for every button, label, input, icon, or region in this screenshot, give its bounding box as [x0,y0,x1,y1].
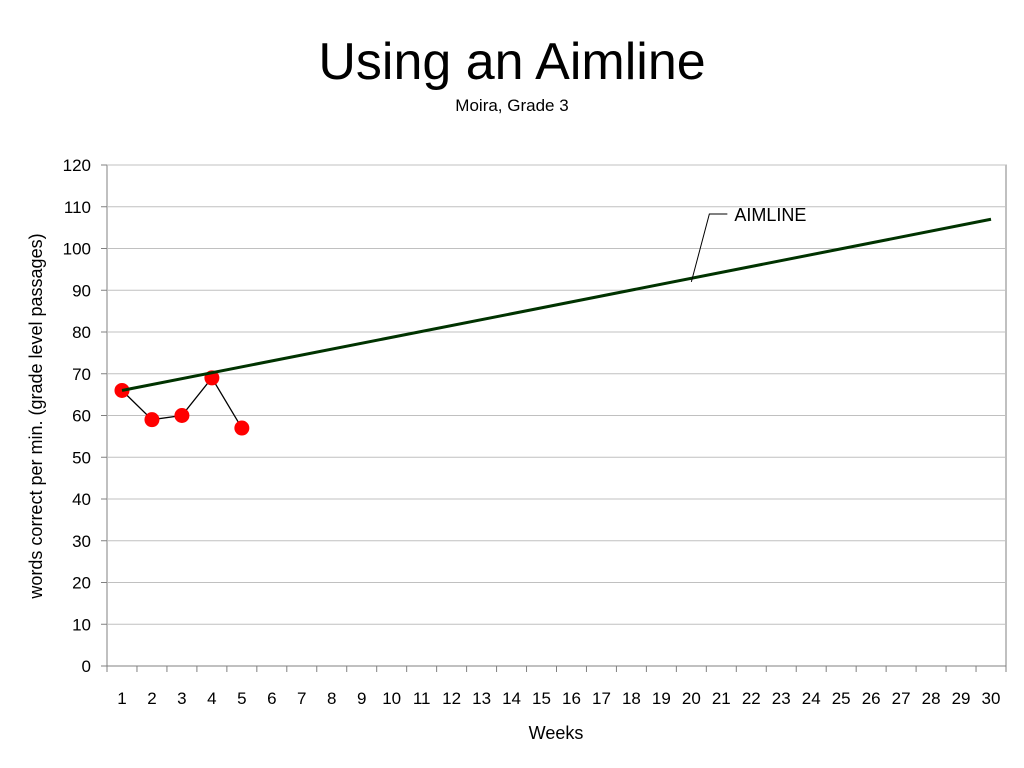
x-tick-label: 9 [357,689,366,708]
y-tick-label: 70 [72,365,91,384]
x-tick-label: 24 [802,689,821,708]
x-tick-label: 4 [207,689,216,708]
y-tick-label: 20 [72,574,91,593]
y-tick-label: 10 [72,615,91,634]
x-tick-label: 29 [952,689,971,708]
y-tick-label: 100 [63,240,91,259]
x-tick-label: 14 [502,689,521,708]
annotation-label: AIMLINE [734,205,806,225]
x-tick-label: 15 [532,689,551,708]
x-tick-label: 19 [652,689,671,708]
x-tick-label: 8 [327,689,336,708]
y-tick-label: 30 [72,532,91,551]
annotation-leader-line [690,213,728,283]
aimline [121,217,992,392]
x-tick-label: 13 [472,689,491,708]
y-tick-label: 120 [63,156,91,175]
data-point [144,412,160,428]
x-axis-label: Weeks [529,723,584,743]
x-tick-label: 6 [267,689,276,708]
x-tick-label: 12 [442,689,461,708]
data-point [234,420,250,436]
chart-subtitle: Moira, Grade 3 [455,96,569,115]
x-tick-label: 20 [682,689,701,708]
annotation-layer: AIMLINE [690,205,806,283]
x-tick-label: 27 [892,689,911,708]
x-tick-label: 7 [297,689,306,708]
x-tick-label: 25 [832,689,851,708]
x-tick-label: 2 [147,689,156,708]
x-tick-label: 28 [922,689,941,708]
x-tick-label: 26 [862,689,881,708]
y-tick-label: 40 [72,490,91,509]
x-tick-label: 11 [413,689,431,708]
gridlines [107,164,1006,625]
x-tick-label: 22 [742,689,761,708]
series-layer [114,217,992,436]
y-axis-ticks: 0 10 20 30 40 50 60 70 80 90 100 110 120 [63,156,107,676]
y-tick-label: 80 [72,323,91,342]
y-tick-label: 0 [82,657,91,676]
x-tick-label: 30 [982,689,1001,708]
y-tick-label: 60 [72,407,91,426]
x-tick-label: 23 [772,689,791,708]
x-tick-label: 16 [562,689,581,708]
x-tick-label: 18 [622,689,641,708]
x-tick-label: 3 [177,689,186,708]
x-axis-ticks: 1 2 3 4 5 6 7 8 9 10 11 12 13 14 15 16 17 18 19 20 21 22 23 24 2… [106,666,1007,708]
chart-title: Using an Aimline [318,33,706,91]
y-tick-label: 110 [64,198,91,217]
x-tick-label: 10 [382,689,401,708]
y-tick-label: 90 [72,281,91,300]
data-point [174,408,190,423]
x-tick-label: 17 [592,689,611,708]
y-tick-label: 50 [72,448,91,467]
x-tick-label: 5 [237,689,246,708]
x-tick-label: 1 [117,689,126,708]
x-tick-label: 21 [712,689,731,708]
y-axis-label: words correct per min. (grade level pass… [26,233,46,599]
